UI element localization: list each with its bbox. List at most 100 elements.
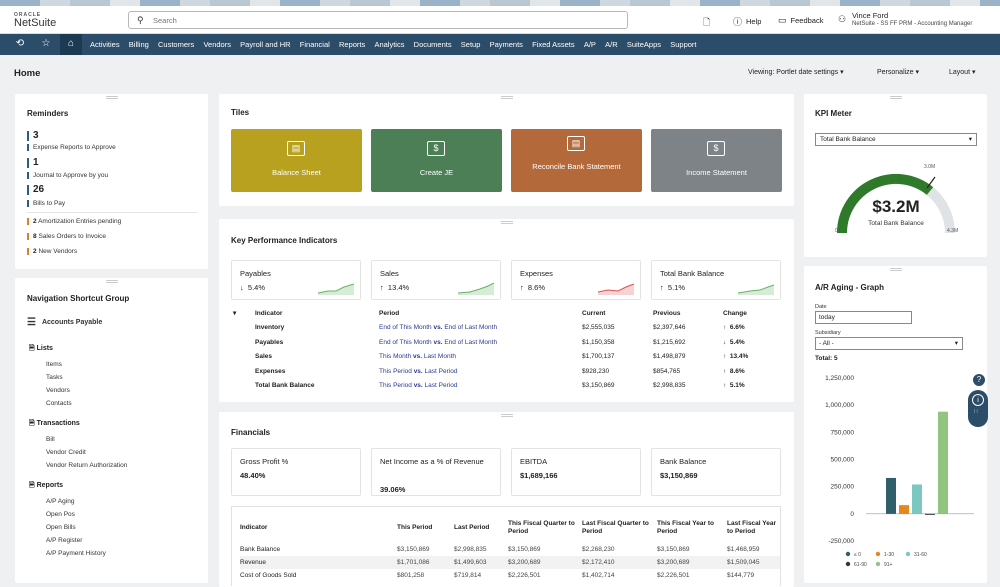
bar-4[interactable]	[938, 411, 948, 514]
nsg-link[interactable]: A/P Register	[46, 537, 83, 544]
kpi-box[interactable]: Sales ↑ 13.4%	[371, 260, 501, 300]
nsg-link[interactable]: Vendor Return Authorization	[46, 462, 128, 469]
kpi-period[interactable]: This Period vs. Last Period	[379, 379, 582, 394]
fin-value[interactable]: $2,998,835	[454, 546, 487, 553]
fin-value[interactable]: $1,509,045	[727, 556, 780, 569]
fin-value[interactable]: $3,200,689	[657, 556, 727, 569]
nsg-link[interactable]: Open Pos	[46, 511, 75, 518]
fin-value[interactable]: $144,779	[727, 572, 755, 579]
nav-item[interactable]: Setup	[460, 40, 481, 49]
column-header[interactable]: Last Fiscal Quarter to Period	[582, 520, 649, 535]
nsg-link[interactable]: A/P Payment History	[46, 550, 106, 557]
nav-item[interactable]: Fixed Assets	[532, 40, 575, 49]
bar-0[interactable]	[886, 477, 896, 514]
help-button[interactable]: ⓘ Help	[733, 15, 761, 28]
kpi-box[interactable]: Payables ↓ 5.4%	[231, 260, 361, 300]
kpi-box[interactable]: Total Bank Balance ↑ 5.1%	[651, 260, 781, 300]
nav-item[interactable]: Payroll and HR	[240, 40, 291, 49]
reminder-label[interactable]: Expense Reports to Approve	[27, 144, 116, 151]
legend-label[interactable]: 91+	[884, 562, 893, 568]
kpi-meter-select[interactable]: Total Bank Balance ▾	[815, 133, 977, 146]
nav-item[interactable]: Payments	[489, 40, 523, 49]
column-header[interactable]: Previous	[653, 309, 681, 317]
reminder-small[interactable]: 8 Sales Orders to Invoice	[27, 233, 106, 240]
collapse-icon[interactable]: ▾	[233, 310, 237, 318]
layout-dropdown[interactable]: Layout ▾	[949, 68, 976, 76]
legend-label[interactable]: 61-90	[854, 562, 867, 568]
fin-value[interactable]: $801,258	[397, 572, 425, 579]
tile-balance-sheet[interactable]: ▤ Balance Sheet	[231, 129, 362, 192]
reminder-label[interactable]: Journal to Approve by you	[27, 172, 108, 179]
fin-value[interactable]: $2,226,501	[508, 572, 541, 579]
reminder-count[interactable]: 26	[27, 185, 44, 195]
nav-item[interactable]: Analytics	[374, 40, 405, 49]
nsg-link[interactable]: A/P Aging	[46, 498, 75, 505]
fin-value[interactable]: $1,468,959	[727, 546, 760, 553]
kpi-previous[interactable]: $2,397,646	[653, 324, 686, 332]
history-icon[interactable]: ⟲	[15, 38, 25, 49]
bar-1[interactable]	[899, 505, 909, 514]
reminder-small[interactable]: 2 New Vendors	[27, 248, 77, 255]
fin-value[interactable]: $1,499,603	[454, 556, 508, 569]
fin-value[interactable]: $2,226,501	[657, 572, 690, 579]
nsg-link[interactable]: Items	[46, 361, 62, 368]
kpi-previous[interactable]: $2,998,835	[653, 382, 686, 390]
reminder-count[interactable]: 1	[27, 158, 39, 168]
nsg-link[interactable]: Vendor Credit	[46, 449, 86, 456]
column-header[interactable]: This Fiscal Year to Period	[657, 520, 714, 535]
nsg-link[interactable]: Open Bills	[46, 524, 76, 531]
column-header[interactable]: Indicator	[240, 524, 268, 531]
kpi-current[interactable]: $1,150,358	[582, 338, 615, 346]
fin-box[interactable]: EBITDA $1,689,166	[511, 448, 641, 496]
reminder-count[interactable]: 3	[27, 131, 39, 141]
nav-item[interactable]: Vendors	[203, 40, 231, 49]
help-bubble-icon[interactable]: ?	[973, 374, 985, 386]
nav-item[interactable]: Billing	[128, 40, 149, 49]
legend-label[interactable]: ≤ 0	[854, 552, 861, 558]
column-header[interactable]: Current	[582, 309, 606, 317]
kpi-current[interactable]: $1,700,137	[582, 353, 615, 361]
star-icon[interactable]: ☆	[41, 38, 51, 49]
column-header[interactable]: Last Period	[454, 524, 490, 531]
fin-value[interactable]: $1,402,714	[582, 572, 615, 579]
nav-item[interactable]: Customers	[157, 40, 195, 49]
nav-item[interactable]: Reports	[339, 40, 366, 49]
kpi-current[interactable]: $3,150,869	[582, 382, 615, 390]
kpi-period[interactable]: This Month vs. Last Month	[379, 350, 582, 365]
fin-value[interactable]: $3,150,869	[508, 546, 541, 553]
viewing-dropdown[interactable]: Viewing: Portlet date settings ▾	[748, 68, 844, 76]
kpi-previous[interactable]: $1,498,879	[653, 353, 686, 361]
nav-item[interactable]: Support	[670, 40, 697, 49]
fin-box[interactable]: Bank Balance $3,150,869	[651, 448, 781, 496]
fin-value[interactable]: $3,150,869	[397, 546, 430, 553]
tile-income-statement[interactable]: $ Income Statement	[651, 129, 782, 192]
nav-item[interactable]: A/P	[583, 40, 596, 49]
nav-item[interactable]: Financial	[299, 40, 330, 49]
fin-box[interactable]: Net Income as a % of Revenue 39.06%	[371, 448, 501, 496]
bar-3[interactable]	[925, 513, 935, 515]
tile-reconcile-bank[interactable]: ▤ Reconcile Bank Statement	[511, 129, 642, 192]
fin-value[interactable]: $1,701,086	[397, 556, 454, 569]
drag-handle[interactable]	[889, 268, 902, 271]
kpi-previous[interactable]: $1,215,692	[653, 338, 686, 346]
feedback-button[interactable]: ▭ Feedback	[778, 15, 823, 26]
reminder-small[interactable]: 2 Amortization Entries pending	[27, 218, 121, 225]
drag-handle[interactable]	[105, 280, 118, 283]
fin-value[interactable]: $2,172,410	[582, 556, 657, 569]
recent-records-button[interactable]: 🗋	[703, 15, 710, 31]
kpi-current[interactable]: $928,230	[582, 367, 610, 375]
column-header[interactable]: This Fiscal Quarter to Period	[508, 520, 575, 535]
fin-box[interactable]: Gross Profit % 48.40%	[231, 448, 361, 496]
drag-handle[interactable]	[105, 96, 118, 99]
netsuite-logo[interactable]: NetSuite	[14, 17, 57, 29]
kpi-box[interactable]: Expenses ↑ 8.6%	[511, 260, 641, 300]
drag-handle[interactable]	[889, 96, 902, 99]
fin-value[interactable]: $719,814	[454, 572, 482, 579]
kpi-current[interactable]: $2,555,035	[582, 324, 615, 332]
bar-2[interactable]	[912, 484, 922, 514]
nsg-link[interactable]: Vendors	[46, 387, 70, 394]
drag-handle[interactable]	[500, 221, 513, 224]
drag-handle[interactable]	[500, 414, 513, 417]
assistant-widget[interactable]: i ∷	[968, 390, 988, 427]
drag-handle[interactable]	[500, 96, 513, 99]
